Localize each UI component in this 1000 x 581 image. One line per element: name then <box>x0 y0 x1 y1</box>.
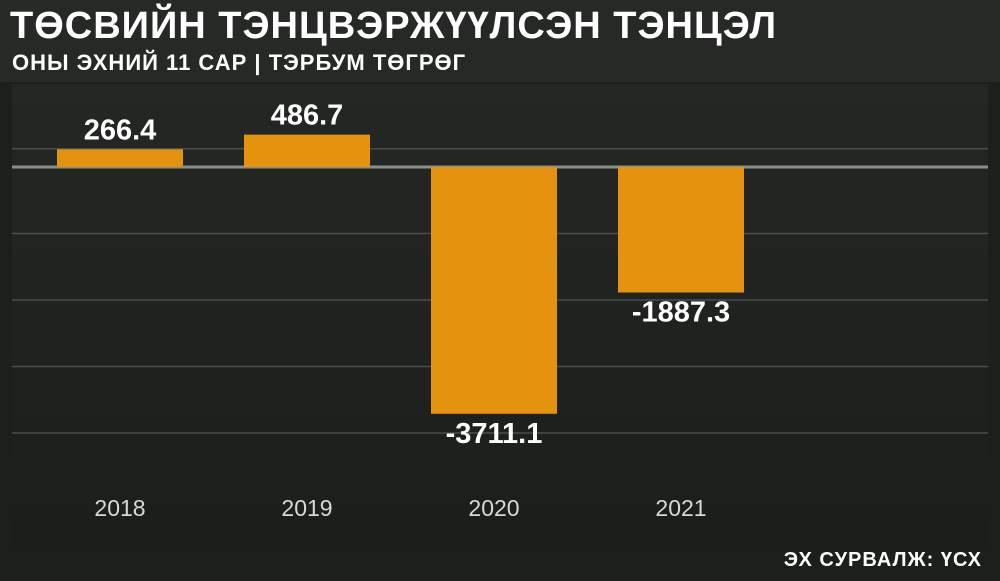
bar-2018 <box>57 149 183 167</box>
data-label-2018: 266.4 <box>84 114 157 146</box>
bar-chart: 266.4 2018 486.7 2019 -3711.1 2020 -1887.3 2021 <box>12 100 988 521</box>
bar-2020 <box>431 167 557 414</box>
data-label-2021: -1887.3 <box>632 297 730 329</box>
x-tick-label-2020: 2020 <box>468 495 519 521</box>
data-label-2019: 486.7 <box>271 100 344 132</box>
chart-subtitle: ОНЫ ЭХНИЙ 11 САР | ТЭРБУМ ТӨГРӨГ <box>12 50 467 75</box>
bar-2021 <box>618 167 744 293</box>
chart-header: ТӨСВИЙН ТЭНЦВЭРЖҮҮЛСЭН ТЭНЦЭЛ ОНЫ ЭХНИЙ … <box>0 0 1000 82</box>
bar-2019 <box>244 134 370 167</box>
data-label-2020: -3711.1 <box>446 418 543 450</box>
x-tick-label-2018: 2018 <box>94 495 145 521</box>
x-tick-label-2019: 2019 <box>281 495 332 521</box>
plot-area: 266.4 2018 486.7 2019 -3711.1 2020 -1887.3 2021 <box>12 84 988 546</box>
x-tick-label-2021: 2021 <box>655 495 706 521</box>
chart-title: ТӨСВИЙН ТЭНЦВЭРЖҮҮЛСЭН ТЭНЦЭЛ <box>10 5 777 47</box>
source-note: ЭХ СУРВАЛЖ: ҮСХ <box>783 549 982 571</box>
